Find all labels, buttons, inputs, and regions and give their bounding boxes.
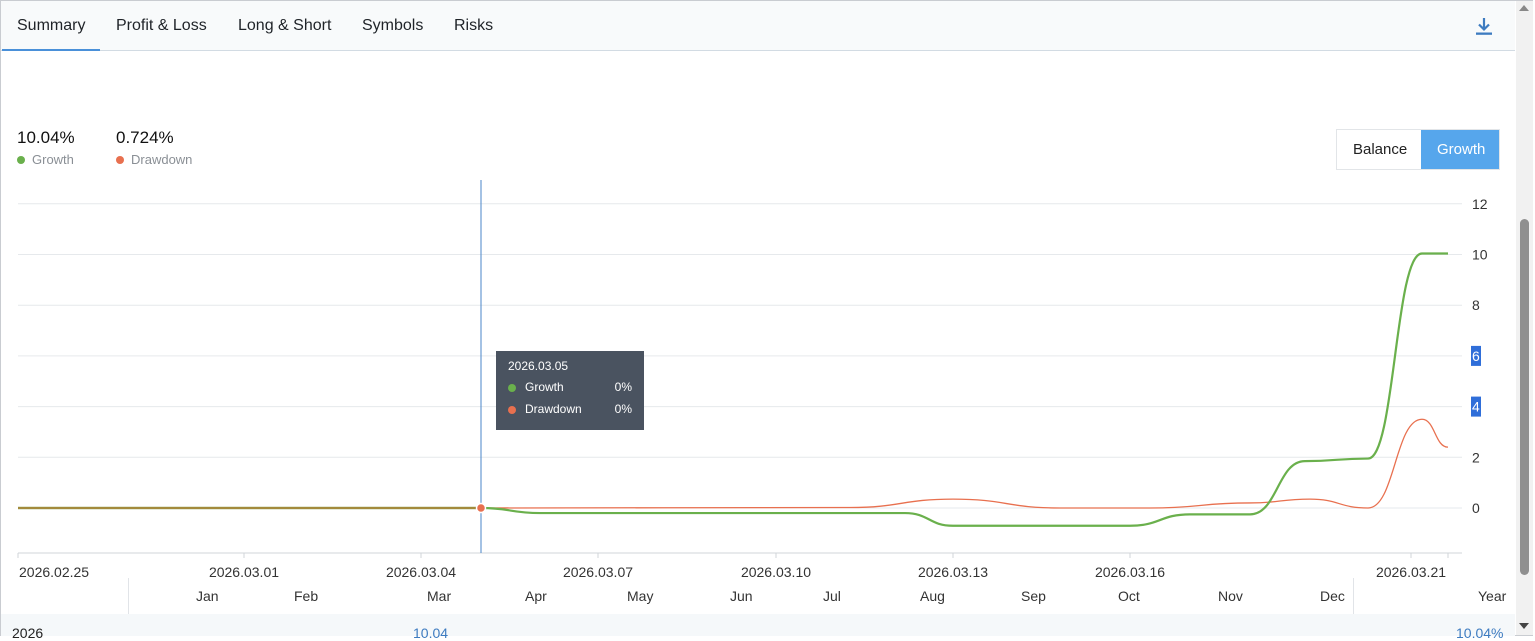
- month-may: May: [627, 588, 654, 604]
- y-tick-label: 0: [1472, 500, 1480, 516]
- tick-highlight: [1471, 396, 1481, 417]
- row-year-value[interactable]: 10.04%: [1456, 625, 1504, 641]
- growth-button[interactable]: Growth: [1421, 130, 1499, 169]
- x-tick-label: 2026.03.10: [741, 564, 811, 580]
- balance-button[interactable]: Balance: [1337, 130, 1421, 169]
- drawdown-series-line: [17, 418, 1449, 509]
- y-tick-label: 8: [1472, 297, 1480, 313]
- month-feb: Feb: [294, 588, 319, 604]
- x-tick-label: 2026.03.16: [1095, 564, 1165, 580]
- crosshair-point: [475, 502, 487, 514]
- drawdown-value: 0.724%: [116, 128, 174, 147]
- month-oct: Oct: [1118, 588, 1140, 604]
- tooltip-growth-dot-icon: [508, 384, 516, 392]
- tooltip-drawdown-value: 0%: [614, 402, 632, 416]
- table-divider: [1353, 578, 1354, 636]
- tooltip-date: 2026.03.05: [508, 359, 569, 373]
- month-apr: Apr: [525, 588, 547, 604]
- drawdown-stat: 0.724% Drawdown: [116, 128, 192, 167]
- growth-value: 10.04%: [17, 128, 75, 147]
- growth-label: Growth: [32, 152, 74, 167]
- tab-long-short[interactable]: Long & Short: [238, 17, 332, 34]
- tooltip-drawdown-dot-icon: [508, 406, 516, 414]
- x-tick-label: 2026.03.04: [386, 564, 456, 580]
- x-tick-label: 2026.03.07: [563, 564, 633, 580]
- table-row: 2026 10.04 10.04%: [1, 614, 1515, 641]
- drawdown-dot-icon: [116, 155, 124, 164]
- growth-series-line: [17, 252, 1448, 527]
- y-tick-label: 10: [1472, 247, 1488, 263]
- tab-bar: Summary Profit & Loss Long & Short Symbo…: [1, 1, 1515, 51]
- growth-dot-icon: [17, 155, 25, 164]
- download-icon[interactable]: [1473, 15, 1495, 37]
- y-tick-label: 12: [1472, 196, 1488, 212]
- tab-profit-loss[interactable]: Profit & Loss: [116, 17, 207, 34]
- row-mar-value[interactable]: 10.04: [413, 625, 449, 641]
- chart-tooltip: 2026.03.05 Growth 0% Drawdown 0%: [496, 351, 644, 430]
- month-jun: Jun: [730, 588, 753, 604]
- tooltip-growth-value: 0%: [614, 380, 632, 394]
- drawdown-label: Drawdown: [131, 152, 193, 167]
- chart-mode-toggle: Balance Growth: [1336, 129, 1500, 170]
- scroll-down-icon[interactable]: [1519, 623, 1529, 629]
- x-tick-label: 2026.02.25: [19, 564, 89, 580]
- growth-stat: 10.04% Growth: [17, 128, 75, 167]
- month-aug: Aug: [920, 588, 945, 604]
- tab-symbols[interactable]: Symbols: [362, 17, 424, 34]
- month-dec: Dec: [1320, 588, 1345, 604]
- x-tick-label: 2026.03.13: [918, 564, 988, 580]
- scrollbar-thumb[interactable]: [1520, 219, 1529, 575]
- month-year: Year: [1478, 588, 1507, 604]
- month-sep: Sep: [1021, 588, 1046, 604]
- tooltip-growth-label: Growth: [525, 380, 564, 394]
- month-jan: Jan: [196, 588, 219, 604]
- table-divider: [128, 578, 129, 636]
- x-tick-label: 2026.03.01: [209, 564, 279, 580]
- month-jul: Jul: [823, 588, 841, 604]
- x-tick-label: 2026.03.21: [1376, 564, 1446, 580]
- month-nov: Nov: [1218, 588, 1243, 604]
- growth-chart[interactable]: 12 10 8 6 4 2 0 2026.02.25 2026.03.01 2026.03.04 2…: [0, 170, 1515, 580]
- tooltip-drawdown-label: Drawdown: [525, 402, 582, 416]
- tab-summary[interactable]: Summary: [2, 1, 101, 51]
- tab-risks[interactable]: Risks: [454, 17, 494, 34]
- row-year: 2026: [12, 625, 44, 641]
- monthly-table-header: Jan Feb Mar Apr May Jun Jul Aug Sep Oct …: [0, 578, 1515, 614]
- y-tick-label: 2: [1472, 449, 1480, 465]
- scroll-up-icon[interactable]: [1519, 5, 1529, 11]
- y-tick-label: 4: [1472, 399, 1480, 415]
- vertical-scrollbar[interactable]: [1516, 1, 1533, 635]
- month-mar: Mar: [427, 588, 452, 604]
- tick-highlight: [1471, 345, 1481, 366]
- y-tick-label: 6: [1472, 348, 1480, 364]
